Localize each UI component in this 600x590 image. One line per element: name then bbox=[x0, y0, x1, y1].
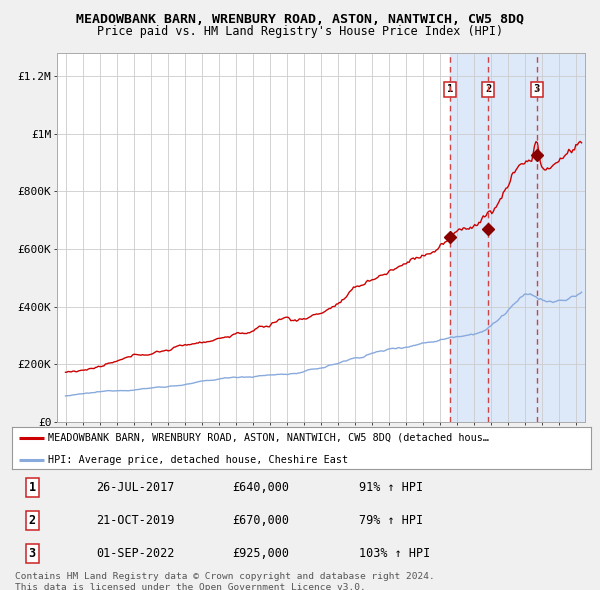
Text: 3: 3 bbox=[29, 548, 36, 560]
Text: 1: 1 bbox=[29, 481, 36, 494]
Bar bbox=[537, 53, 600, 422]
Text: 26-JUL-2017: 26-JUL-2017 bbox=[96, 481, 175, 494]
Text: 01-SEP-2022: 01-SEP-2022 bbox=[96, 548, 175, 560]
Text: £670,000: £670,000 bbox=[232, 514, 289, 527]
Text: Price paid vs. HM Land Registry's House Price Index (HPI): Price paid vs. HM Land Registry's House … bbox=[97, 25, 503, 38]
Text: £640,000: £640,000 bbox=[232, 481, 289, 494]
Text: 3: 3 bbox=[533, 84, 540, 94]
Text: 2: 2 bbox=[485, 84, 491, 94]
Text: 91% ↑ HPI: 91% ↑ HPI bbox=[359, 481, 424, 494]
Text: 21-OCT-2019: 21-OCT-2019 bbox=[96, 514, 175, 527]
Bar bbox=[450, 53, 488, 422]
Bar bbox=[488, 53, 537, 422]
Text: MEADOWBANK BARN, WRENBURY ROAD, ASTON, NANTWICH, CW5 8DQ: MEADOWBANK BARN, WRENBURY ROAD, ASTON, N… bbox=[76, 13, 524, 26]
Text: £925,000: £925,000 bbox=[232, 548, 289, 560]
Text: Contains HM Land Registry data © Crown copyright and database right 2024.
This d: Contains HM Land Registry data © Crown c… bbox=[15, 572, 435, 590]
Text: 1: 1 bbox=[447, 84, 453, 94]
Text: MEADOWBANK BARN, WRENBURY ROAD, ASTON, NANTWICH, CW5 8DQ (detached hous…: MEADOWBANK BARN, WRENBURY ROAD, ASTON, N… bbox=[48, 432, 489, 442]
Text: 103% ↑ HPI: 103% ↑ HPI bbox=[359, 548, 431, 560]
Text: 2: 2 bbox=[29, 514, 36, 527]
Text: 79% ↑ HPI: 79% ↑ HPI bbox=[359, 514, 424, 527]
Text: HPI: Average price, detached house, Cheshire East: HPI: Average price, detached house, Ches… bbox=[48, 455, 348, 465]
